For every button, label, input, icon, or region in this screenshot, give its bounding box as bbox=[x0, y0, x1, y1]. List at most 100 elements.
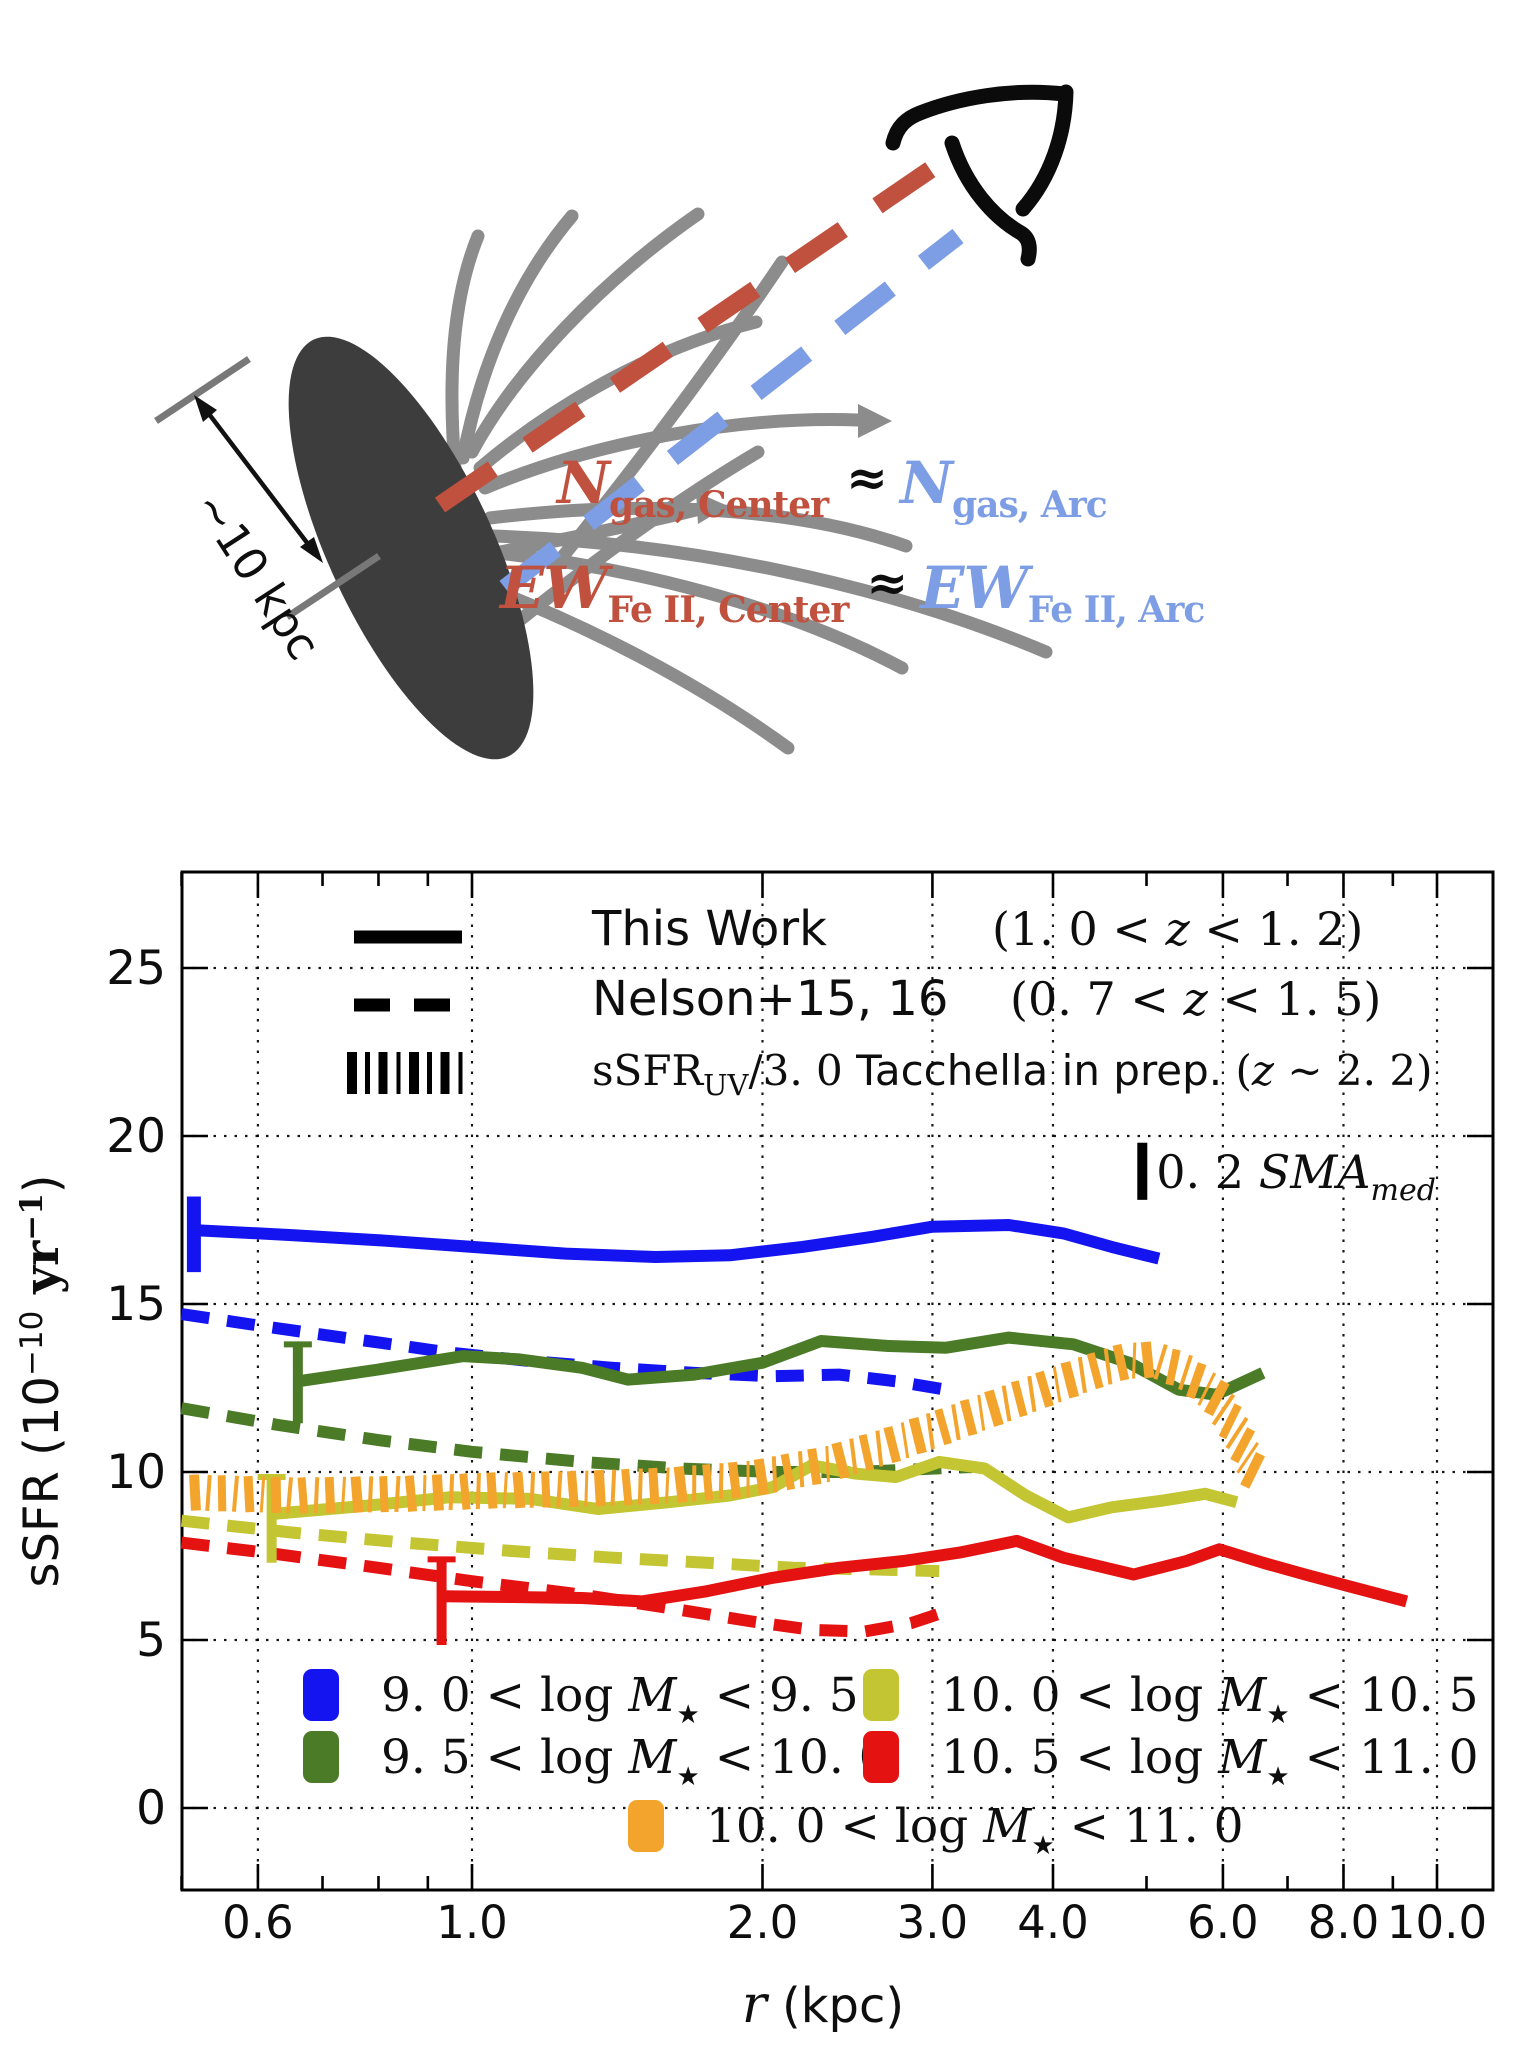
gas-arc bbox=[493, 503, 703, 559]
text-part: ★ bbox=[676, 1700, 699, 1730]
text-part: ★ bbox=[1031, 1831, 1054, 1861]
series-tacchella-orange-hatch-bar bbox=[379, 1475, 389, 1513]
series-tacchella-orange-hatch-bar bbox=[1001, 1385, 1012, 1422]
series-tacchella-orange-hatch-bar bbox=[984, 1389, 1004, 1427]
eq1-rhs-sub: gas, Arc bbox=[952, 484, 1108, 526]
text-part: SMA bbox=[1259, 1145, 1371, 1199]
x-tick-label: 2.0 bbox=[727, 1896, 799, 1949]
arrowhead bbox=[300, 537, 323, 563]
series-nelson-red-line bbox=[180, 1536, 949, 1638]
series-tacchella-orange-hatch-bar bbox=[350, 1476, 364, 1513]
x-tick-label: 10.0 bbox=[1387, 1896, 1487, 1949]
eye-icon bbox=[885, 84, 1074, 267]
series-tacchella-orange-hatch-bar bbox=[459, 1473, 471, 1510]
series-tacchella-orange-hatch-bar bbox=[584, 1470, 589, 1507]
y-tick-label: 25 bbox=[106, 941, 166, 996]
series-tacchella-orange-hatch-bar bbox=[753, 1458, 769, 1496]
series-tacchella-orange-hatch-bar bbox=[566, 1470, 579, 1508]
series-tacchella-orange-hatch-bar bbox=[231, 1475, 240, 1512]
text-part: −10 bbox=[14, 1311, 50, 1376]
text-part: r bbox=[742, 1975, 770, 2035]
mass-legend-swatch bbox=[628, 1800, 664, 1852]
y-axis-label: sSFR (10−10 yr−1) bbox=[14, 1174, 70, 1587]
text-part: M bbox=[1217, 1730, 1268, 1785]
ssfr-profile-chart: 0.6 1.0 2.0 3.0 4.0 6.0 8.0 10.0 0 5 10 15 20 25 r (kp… bbox=[14, 870, 1495, 2035]
series-tacchella-orange-hatch-bar bbox=[593, 1469, 606, 1507]
series-nelson-yellow-line bbox=[180, 1514, 940, 1578]
text-part: UV bbox=[703, 1068, 749, 1102]
series-tacchella-orange-hatch-bar bbox=[270, 1476, 282, 1513]
series-tacchella-orange-hatch-bar bbox=[422, 1475, 427, 1512]
series-tacchella-orange-hatch-bar bbox=[951, 1404, 961, 1441]
arrow-shaft bbox=[207, 412, 310, 546]
mass-legend-label: 10. 0 < log M★ < 11. 0 bbox=[706, 1799, 1244, 1861]
text-part: 4.0 bbox=[1017, 1896, 1089, 1949]
gas-arc bbox=[465, 207, 705, 459]
x-tick-label: 6.0 bbox=[1187, 1896, 1259, 1949]
text-part: ★ bbox=[1266, 1700, 1289, 1730]
text-part: 10. 0 < log bbox=[706, 1799, 983, 1854]
text-part: 10. 0 < log bbox=[941, 1668, 1218, 1723]
x-tick-label: 0.6 bbox=[222, 1896, 294, 1949]
mass-legend-label: 10. 0 < log M★ < 10. 5 bbox=[941, 1668, 1479, 1730]
text-part: ★ bbox=[1266, 1762, 1289, 1792]
gas-arc bbox=[485, 529, 1053, 659]
series-tacchella-orange-hatch-bar bbox=[475, 1472, 481, 1510]
series-tacchella-orange-hatch-bar bbox=[556, 1471, 563, 1508]
gas-arc bbox=[456, 209, 579, 465]
arrowhead bbox=[194, 395, 217, 422]
eye-outer-corner bbox=[1015, 84, 1074, 217]
series-tacchella-orange-hatch-bar bbox=[259, 1476, 266, 1513]
series-tacchella-orange-hatch-bar bbox=[1178, 1354, 1193, 1391]
text-part: ( bbox=[1236, 1046, 1252, 1095]
text-part: Tacchella in prep. bbox=[855, 1046, 1235, 1095]
text-part: M bbox=[1217, 1668, 1268, 1723]
sma-marker-label: 0. 2 SMAmed bbox=[1156, 1145, 1436, 1208]
series-tacchella-orange-hatch-bar bbox=[285, 1477, 294, 1514]
series-tacchella-orange-hatch-bar bbox=[849, 1438, 858, 1475]
extent-cap bbox=[285, 553, 381, 620]
series-tacchella-orange-hatch-bar bbox=[448, 1473, 455, 1511]
series-tacchella-orange-hatch-bar bbox=[502, 1472, 508, 1509]
x-tick-label: 8.0 bbox=[1308, 1896, 1380, 1949]
series-tacchella-orange-hatch-bar bbox=[1112, 1343, 1130, 1381]
y-tick-label: 20 bbox=[106, 1109, 166, 1164]
series-tacchella-orange-hatch-bar bbox=[1186, 1362, 1207, 1400]
series-tacchella-orange-hatch-bar bbox=[648, 1467, 660, 1505]
text-part: 10 bbox=[106, 1445, 166, 1500]
text-part: This Work bbox=[591, 901, 827, 957]
series-tacchella-orange-hatch-bar bbox=[1035, 1370, 1054, 1408]
series-tacchella-orange-hatch-bar bbox=[1060, 1361, 1080, 1399]
text-part: (1. 0 < bbox=[992, 902, 1166, 956]
legend-zrange-thiswork: (1. 0 < z < 1. 2) bbox=[992, 902, 1363, 956]
text-part: 15 bbox=[106, 1277, 166, 1332]
series-tacchella-orange-hatch-bar bbox=[1052, 1366, 1062, 1403]
equation-ngas: Ngas, Center ≈ Ngas, Arc bbox=[557, 448, 1108, 526]
legend-zrange-nelson: (0. 7 < z < 1. 5) bbox=[1010, 972, 1381, 1026]
text-part: 25 bbox=[106, 941, 166, 996]
eq1-lhs: N bbox=[557, 449, 610, 517]
eq2-lhs: EW bbox=[500, 554, 608, 622]
text-part: /3. 0 bbox=[748, 1046, 856, 1095]
text-part: 20 bbox=[106, 1109, 166, 1164]
series-tacchella-orange-hatch-bar bbox=[1236, 1442, 1259, 1474]
series-tacchella-orange-hatch-bar bbox=[205, 1474, 212, 1512]
text-part: 9. 0 < log bbox=[381, 1668, 628, 1723]
series-tacchella-orange-hatch-bar bbox=[780, 1453, 796, 1491]
text-part: z bbox=[1251, 1046, 1275, 1095]
text-part: z bbox=[1165, 902, 1191, 956]
series-tacchella-orange-hatch-bar bbox=[1230, 1427, 1256, 1464]
series-tacchella-orange-hatch-bar bbox=[610, 1469, 617, 1506]
series-tacchella-orange-hatch-bar bbox=[934, 1408, 952, 1446]
series-tacchella-orange-hatch-bar bbox=[771, 1456, 778, 1493]
legend-label-tacchella: sSFRUV/3. 0 Tacchella in prep. (z ∼ 2. 2… bbox=[592, 1046, 1432, 1102]
series-tacchella-orange-hatch-bar bbox=[1165, 1348, 1181, 1386]
text-part: 6.0 bbox=[1187, 1896, 1259, 1949]
text-part: < 10. 5 bbox=[1290, 1668, 1479, 1723]
series-tacchella-orange-hatch-bar bbox=[324, 1476, 336, 1514]
text-part: 9. 5 < log bbox=[381, 1730, 628, 1785]
series-tacchella-orange-hatch-bar bbox=[512, 1471, 526, 1509]
series-tacchella-orange-hatch-bar bbox=[875, 1430, 884, 1467]
series-tacchella-orange-hatch-bar bbox=[541, 1471, 551, 1508]
